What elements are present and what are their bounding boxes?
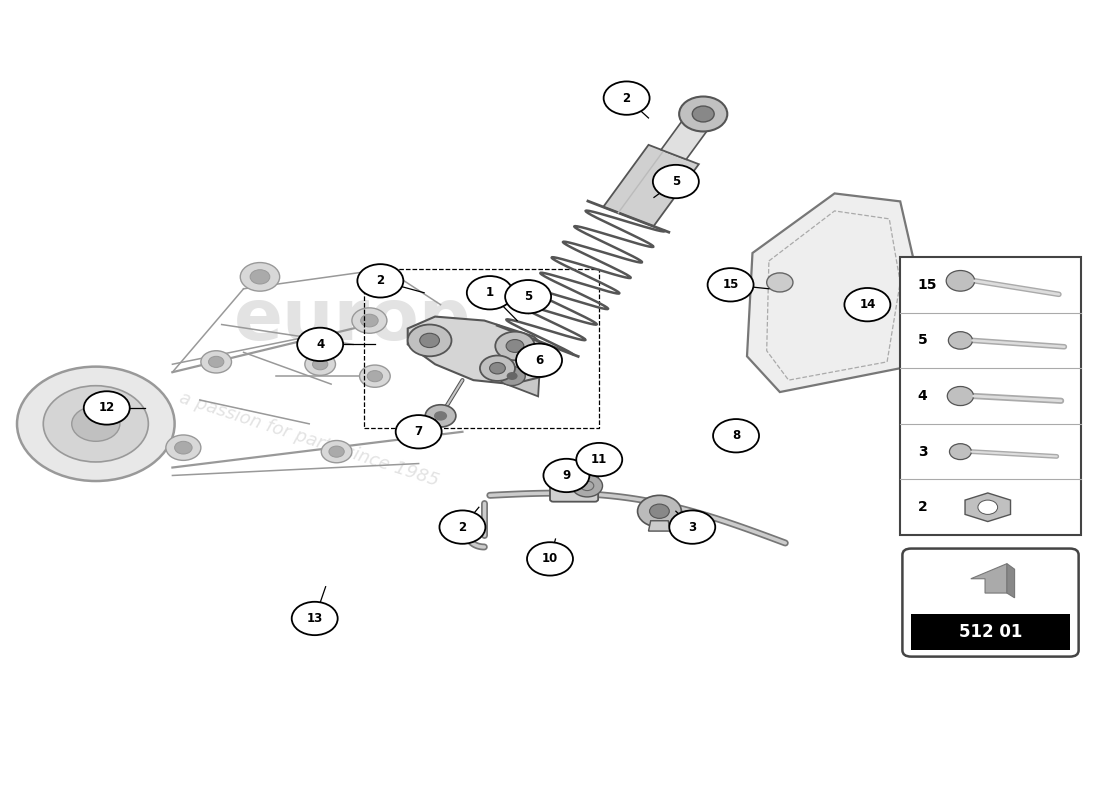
Circle shape — [297, 328, 343, 361]
Circle shape — [495, 332, 535, 360]
Text: 8: 8 — [732, 430, 740, 442]
Polygon shape — [408, 317, 556, 384]
Circle shape — [490, 362, 505, 374]
Text: 7: 7 — [415, 426, 422, 438]
Polygon shape — [1006, 564, 1014, 598]
Text: 2: 2 — [459, 521, 466, 534]
Circle shape — [352, 308, 387, 334]
FancyBboxPatch shape — [902, 549, 1079, 657]
Circle shape — [240, 262, 279, 291]
Circle shape — [948, 332, 972, 349]
Circle shape — [321, 441, 352, 462]
Circle shape — [713, 419, 759, 453]
Text: 12: 12 — [99, 402, 114, 414]
Circle shape — [604, 82, 650, 114]
Circle shape — [166, 435, 201, 460]
Circle shape — [506, 339, 524, 353]
Circle shape — [480, 355, 515, 381]
Circle shape — [576, 443, 623, 476]
FancyBboxPatch shape — [911, 614, 1070, 650]
Circle shape — [434, 411, 447, 421]
Circle shape — [707, 268, 754, 302]
Circle shape — [292, 602, 338, 635]
Polygon shape — [603, 145, 698, 226]
Circle shape — [505, 280, 551, 314]
Polygon shape — [661, 109, 716, 159]
Circle shape — [72, 406, 120, 442]
Text: 2: 2 — [623, 92, 630, 105]
Text: 13: 13 — [307, 612, 322, 625]
Circle shape — [250, 270, 270, 284]
Text: 15: 15 — [917, 278, 937, 292]
Text: 2: 2 — [376, 274, 384, 287]
Circle shape — [543, 458, 590, 492]
Circle shape — [669, 510, 715, 544]
Circle shape — [949, 444, 971, 459]
Circle shape — [440, 510, 485, 544]
Circle shape — [692, 106, 714, 122]
Circle shape — [946, 270, 975, 291]
Circle shape — [84, 391, 130, 425]
Text: europ: europ — [234, 286, 472, 355]
Text: 5: 5 — [672, 175, 680, 188]
Text: 3: 3 — [689, 521, 696, 534]
Circle shape — [361, 314, 378, 327]
Circle shape — [408, 325, 451, 356]
Circle shape — [201, 350, 231, 373]
Circle shape — [947, 386, 974, 406]
Circle shape — [16, 366, 175, 481]
FancyBboxPatch shape — [550, 474, 598, 502]
FancyBboxPatch shape — [900, 257, 1081, 535]
Circle shape — [426, 405, 455, 427]
Text: 14: 14 — [859, 298, 876, 311]
Text: 3: 3 — [917, 445, 927, 458]
Circle shape — [638, 495, 681, 527]
Polygon shape — [474, 360, 539, 396]
Circle shape — [527, 542, 573, 575]
Circle shape — [312, 358, 328, 370]
Text: 6: 6 — [535, 354, 543, 366]
Circle shape — [572, 474, 603, 497]
Circle shape — [305, 353, 336, 375]
Text: 9: 9 — [562, 469, 571, 482]
Polygon shape — [747, 194, 916, 392]
Circle shape — [767, 273, 793, 292]
Circle shape — [507, 372, 518, 380]
Circle shape — [43, 386, 148, 462]
Circle shape — [329, 446, 344, 457]
Circle shape — [360, 365, 390, 387]
Polygon shape — [965, 493, 1011, 522]
Text: a passion for parts since 1985: a passion for parts since 1985 — [177, 389, 441, 490]
Text: 4: 4 — [316, 338, 324, 351]
Text: 5: 5 — [917, 334, 927, 347]
Circle shape — [499, 366, 526, 386]
Polygon shape — [971, 564, 1006, 593]
Text: 11: 11 — [591, 453, 607, 466]
Circle shape — [396, 415, 442, 449]
Circle shape — [175, 442, 192, 454]
Circle shape — [845, 288, 890, 322]
Circle shape — [679, 97, 727, 131]
Circle shape — [209, 356, 224, 367]
Polygon shape — [649, 521, 670, 531]
Text: 4: 4 — [917, 389, 927, 403]
Text: 10: 10 — [542, 552, 558, 566]
Text: 5: 5 — [524, 290, 532, 303]
Circle shape — [466, 276, 513, 310]
Text: 1: 1 — [486, 286, 494, 299]
Circle shape — [650, 504, 669, 518]
Text: 2: 2 — [917, 500, 927, 514]
Circle shape — [516, 343, 562, 377]
Text: 15: 15 — [723, 278, 739, 291]
Circle shape — [367, 370, 383, 382]
Circle shape — [358, 264, 404, 298]
Circle shape — [978, 500, 998, 514]
Circle shape — [653, 165, 698, 198]
Text: 512 01: 512 01 — [959, 623, 1022, 641]
Circle shape — [420, 334, 440, 347]
